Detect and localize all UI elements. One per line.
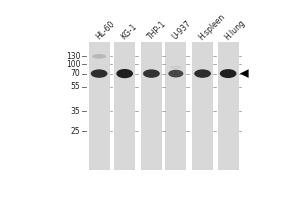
Bar bbox=[192, 42, 213, 170]
Text: 130: 130 bbox=[66, 52, 80, 61]
Text: 100: 100 bbox=[66, 60, 80, 69]
Text: 70: 70 bbox=[71, 69, 80, 78]
Polygon shape bbox=[240, 69, 249, 78]
Ellipse shape bbox=[220, 69, 236, 78]
Text: U-937: U-937 bbox=[171, 19, 193, 42]
Text: 55: 55 bbox=[71, 82, 80, 91]
Ellipse shape bbox=[143, 69, 160, 78]
Bar bbox=[165, 42, 186, 170]
Text: H.spleen: H.spleen bbox=[197, 12, 227, 42]
Text: H.lung: H.lung bbox=[223, 18, 247, 42]
Ellipse shape bbox=[116, 69, 133, 78]
Ellipse shape bbox=[92, 54, 106, 59]
Text: KG-1: KG-1 bbox=[119, 22, 139, 42]
Text: THP-1: THP-1 bbox=[146, 20, 168, 42]
Ellipse shape bbox=[194, 69, 211, 78]
Ellipse shape bbox=[91, 69, 107, 78]
Text: 35: 35 bbox=[71, 107, 80, 116]
Ellipse shape bbox=[168, 70, 183, 77]
Ellipse shape bbox=[170, 66, 182, 69]
Bar bbox=[218, 42, 238, 170]
Bar bbox=[141, 42, 162, 170]
Bar bbox=[114, 42, 135, 170]
Bar bbox=[89, 42, 110, 170]
Text: HL-60: HL-60 bbox=[94, 20, 116, 42]
Text: 25: 25 bbox=[71, 127, 80, 136]
